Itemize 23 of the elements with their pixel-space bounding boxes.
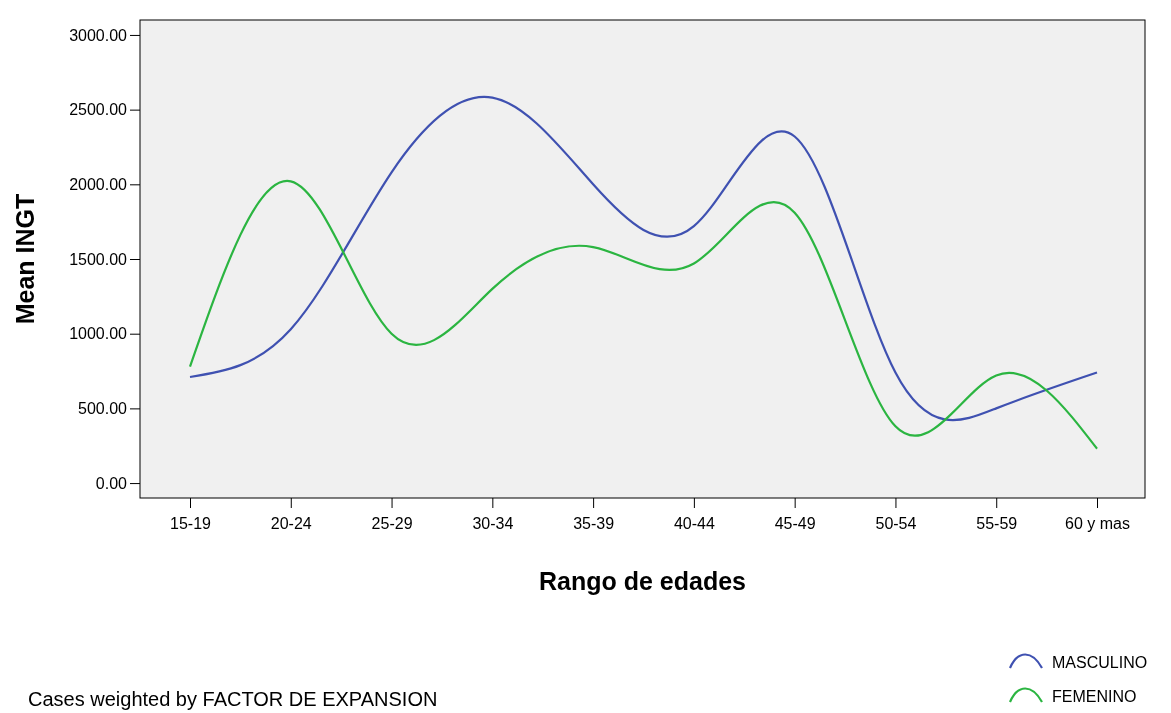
x-tick-label: 30-34 (472, 514, 514, 532)
x-tick-label: 20-24 (270, 514, 312, 532)
x-tick-label: 60 y mas (1065, 514, 1130, 532)
y-axis-title: Mean INGT (11, 193, 39, 325)
y-tick-label: 3000.00 (69, 26, 128, 44)
x-tick-label: 55-59 (976, 514, 1018, 532)
line-series (188, 180, 1099, 450)
x-tick-label: 15-19 (170, 514, 212, 532)
x-tick-label: 40-44 (673, 514, 715, 532)
y-tick-label: 2500.00 (69, 101, 128, 119)
x-tick-label: 45-49 (774, 514, 816, 532)
legend-label: MASCULINO (1052, 654, 1148, 671)
x-axis-title: Rango de edades (539, 567, 746, 595)
y-tick-label: 0.00 (95, 474, 128, 492)
y-tick-label: 500.00 (78, 399, 128, 417)
y-tick-label: 2000.00 (69, 175, 128, 193)
y-tick-label: 1500.00 (69, 250, 128, 268)
text: Cases weighted by FACTOR DE EXPANSION (28, 688, 438, 710)
x-tick-label: 50-54 (875, 514, 917, 532)
x-tick-label: 35-39 (573, 514, 615, 532)
legend-label: FEMENINO (1052, 688, 1137, 705)
y-tick-label: 1000.00 (69, 325, 128, 343)
x-tick-label: 25-29 (371, 514, 413, 532)
